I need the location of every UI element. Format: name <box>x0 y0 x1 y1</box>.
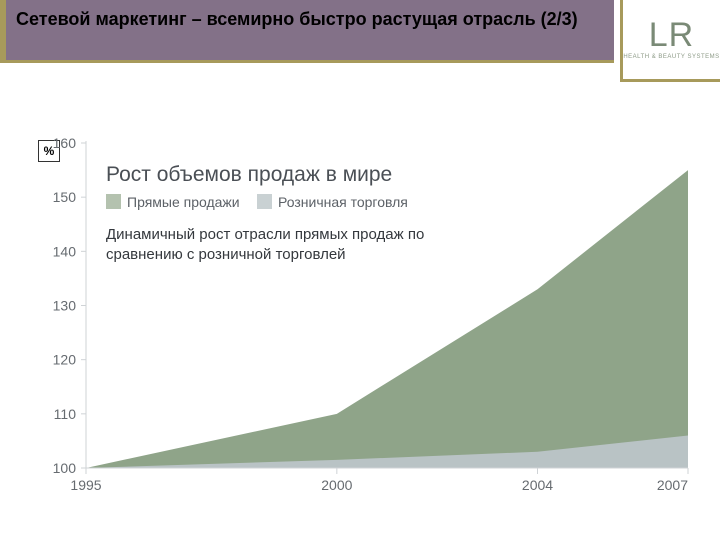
chart-svg: 100 110 120 130 140 150 160 1995 2000 2004 2007 Рос… <box>38 138 698 498</box>
x-tick-label: 2004 <box>522 477 553 493</box>
legend-label: Прямые продажи <box>127 194 240 210</box>
logo-text: LR <box>649 18 694 52</box>
brand-logo: LR HEALTH & BEAUTY SYSTEMS <box>620 0 720 82</box>
legend-swatch <box>257 194 272 209</box>
chart-subtitle-line: сравнению с розничной торговлей <box>106 246 346 263</box>
y-tick-label: 150 <box>53 189 77 205</box>
y-tick-label: 110 <box>54 406 77 422</box>
growth-chart: 100 110 120 130 140 150 160 1995 2000 2004 2007 Рос… <box>38 138 698 498</box>
y-tick-label: 140 <box>53 243 77 259</box>
legend-swatch <box>106 194 121 209</box>
y-tick-label: 130 <box>53 298 77 314</box>
chart-title: Рост объемов продаж в мире <box>106 163 392 186</box>
header-underline <box>0 60 614 63</box>
slide-header: Сетевой маркетинг – всемирно быстро раст… <box>0 0 720 70</box>
logo-subtitle: HEALTH & BEAUTY SYSTEMS <box>623 54 719 61</box>
y-tick-label: 100 <box>53 460 77 476</box>
y-tick-label: 160 <box>53 138 77 151</box>
x-tick-label: 1995 <box>70 477 101 493</box>
area-series <box>86 170 688 468</box>
legend-label: Розничная торговля <box>278 194 408 210</box>
y-tick-label: 120 <box>53 352 77 368</box>
x-tick-label: 2000 <box>321 477 352 493</box>
chart-subtitle-line: Динамичный рост отрасли прямых продаж по <box>106 226 424 243</box>
x-tick-label: 2007 <box>657 477 688 493</box>
slide-title: Сетевой маркетинг – всемирно быстро раст… <box>6 0 614 60</box>
